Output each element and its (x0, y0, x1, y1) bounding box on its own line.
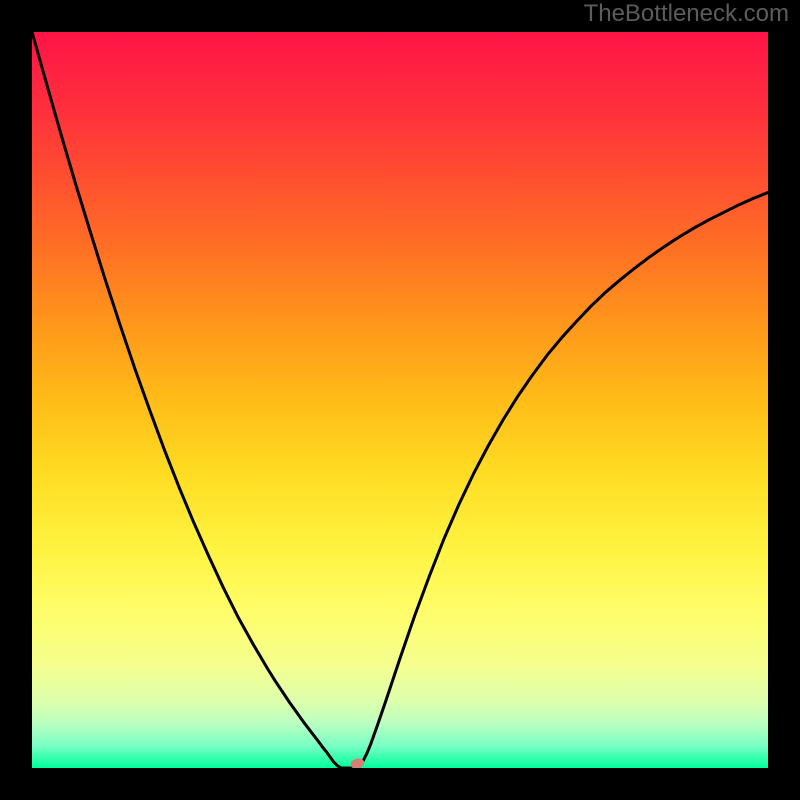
chart-svg (0, 0, 800, 800)
bottleneck-chart-image: TheBottleneck.com (0, 0, 800, 800)
watermark-text: TheBottleneck.com (584, 0, 789, 28)
